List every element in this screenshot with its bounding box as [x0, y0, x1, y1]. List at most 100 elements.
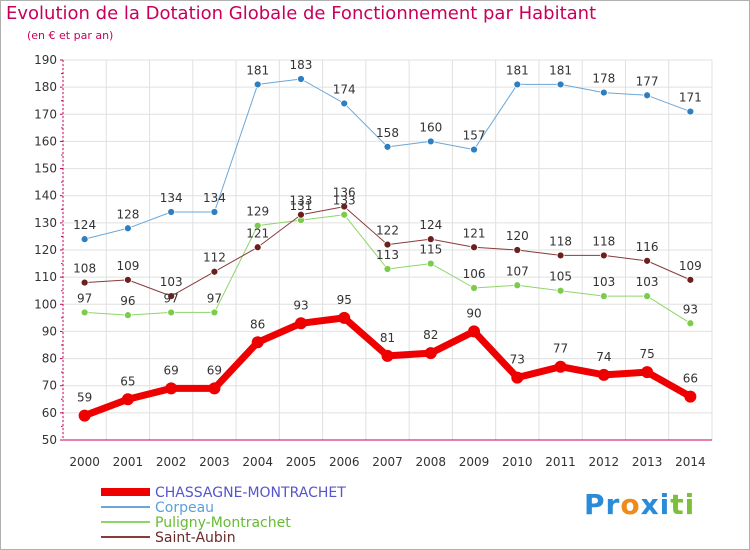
- data-label: 177: [636, 74, 659, 88]
- series-point: [643, 91, 651, 100]
- data-label: 181: [506, 63, 529, 77]
- data-label: 74: [596, 350, 611, 364]
- series-point: [686, 107, 695, 116]
- data-label: 122: [376, 224, 399, 238]
- series-point: [124, 311, 132, 320]
- data-label: 107: [506, 264, 529, 278]
- series-point: [210, 267, 219, 276]
- data-label: 174: [333, 82, 356, 96]
- data-label: 66: [683, 372, 698, 386]
- series-point: [470, 284, 478, 292]
- data-label: 93: [683, 302, 698, 316]
- data-label: 157: [463, 129, 486, 143]
- data-label: 120: [506, 229, 529, 243]
- x-tick-label: 2000: [69, 455, 100, 469]
- data-label: 134: [160, 191, 183, 205]
- series-point: [165, 382, 178, 395]
- y-tick-label: 150: [34, 162, 57, 176]
- data-label: 129: [246, 205, 269, 219]
- series-point: [513, 281, 522, 290]
- data-label: 124: [73, 218, 96, 232]
- data-label: 81: [380, 331, 395, 345]
- chart-subtitle: (en € et par an): [27, 29, 114, 42]
- series-point: [124, 275, 132, 284]
- data-label: 178: [592, 72, 615, 86]
- y-tick-label: 160: [34, 134, 57, 148]
- series-point: [80, 308, 89, 317]
- legend-label: Puligny-Montrachet: [155, 515, 291, 531]
- x-tick-label: 2005: [286, 455, 317, 469]
- legend-label: CHASSAGNE-MONTRACHET: [155, 485, 346, 501]
- logo-letter: i: [659, 488, 671, 521]
- series-point: [340, 202, 349, 211]
- series-point: [556, 251, 565, 260]
- data-label: 112: [203, 251, 226, 265]
- data-label: 69: [207, 363, 222, 377]
- chart-title: Evolution de la Dotation Globale de Fonc…: [6, 3, 597, 24]
- series-point: [208, 382, 221, 395]
- data-label: 171: [679, 91, 702, 105]
- series-point: [597, 368, 610, 381]
- series-point: [167, 208, 176, 216]
- series-point: [253, 243, 262, 252]
- series-point: [686, 319, 695, 328]
- series-point: [340, 99, 349, 108]
- data-label: 77: [553, 342, 568, 356]
- series-point: [470, 243, 478, 252]
- data-label: 103: [636, 275, 659, 289]
- data-label: 73: [510, 353, 525, 367]
- data-label: 75: [639, 347, 654, 361]
- x-tick-label: 2013: [632, 455, 663, 469]
- data-label: 128: [116, 207, 139, 221]
- data-label: 181: [549, 63, 572, 77]
- data-label: 109: [679, 259, 702, 273]
- y-tick-label: 170: [34, 107, 57, 121]
- data-label: 86: [250, 317, 265, 331]
- logo-letter: r: [605, 488, 621, 521]
- data-label: 115: [419, 243, 442, 257]
- series-point: [641, 366, 654, 379]
- series-point: [643, 256, 651, 265]
- series-point: [251, 336, 264, 349]
- series-point: [294, 317, 307, 330]
- data-label: 65: [120, 374, 135, 388]
- series-point: [599, 292, 608, 301]
- series-point: [340, 210, 349, 219]
- data-label: 103: [592, 275, 615, 289]
- data-label: 160: [419, 120, 442, 134]
- series-point: [121, 393, 134, 406]
- series-point: [210, 308, 219, 317]
- series-point: [554, 360, 567, 373]
- data-label: 136: [333, 186, 356, 200]
- data-label: 95: [337, 293, 352, 307]
- series-point: [513, 246, 522, 254]
- data-label: 96: [120, 294, 135, 308]
- series-point: [468, 325, 481, 338]
- x-tick-label: 2003: [199, 455, 230, 469]
- data-label: 105: [549, 270, 572, 284]
- y-tick-label: 180: [34, 80, 57, 94]
- x-tick-label: 2006: [329, 455, 360, 469]
- data-label: 97: [207, 291, 222, 305]
- data-label: 121: [246, 226, 269, 240]
- x-tick-label: 2002: [156, 455, 187, 469]
- series-point: [511, 371, 524, 384]
- x-tick-label: 2012: [589, 455, 620, 469]
- series-point: [470, 145, 478, 154]
- y-tick-label: 50: [42, 433, 57, 447]
- data-label: 59: [77, 391, 92, 405]
- series-point: [381, 349, 394, 362]
- series-point: [643, 292, 651, 301]
- data-label: 116: [636, 240, 659, 254]
- y-tick-label: 100: [34, 297, 57, 311]
- series-point: [253, 221, 262, 230]
- series-point: [426, 259, 435, 268]
- series-point: [210, 208, 219, 216]
- series-point: [338, 311, 351, 324]
- series-point: [684, 390, 697, 403]
- y-tick-label: 190: [34, 53, 57, 67]
- logo-letter: i: [684, 488, 696, 521]
- y-tick-label: 60: [42, 406, 57, 420]
- y-tick-label: 90: [42, 324, 57, 338]
